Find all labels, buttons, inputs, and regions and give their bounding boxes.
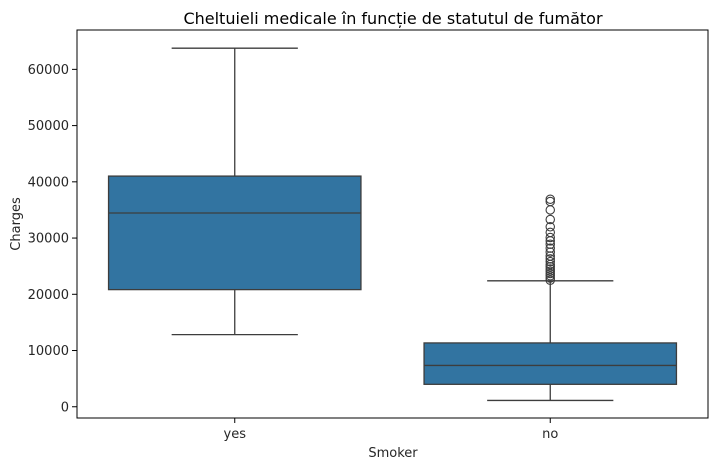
x-tick-label-no: no — [542, 427, 558, 442]
outlier-point — [545, 266, 555, 276]
outlier-point — [545, 227, 555, 238]
x-tick-label-yes: yes — [224, 427, 247, 442]
y-axis-label: Charges — [9, 197, 24, 251]
box-iqr — [107, 175, 362, 291]
box-iqr — [423, 342, 678, 385]
axes-frame — [76, 29, 709, 419]
y-tick-label: 50000 — [28, 119, 69, 134]
outlier-point — [545, 232, 555, 243]
outlier-point — [545, 275, 555, 285]
box-group-no — [423, 194, 678, 402]
outlier-point — [545, 214, 555, 225]
outlier-point — [545, 268, 555, 279]
plot-area — [107, 47, 678, 402]
outlier-point — [545, 270, 555, 281]
outlier-point — [545, 273, 555, 283]
outlier-point — [545, 239, 555, 249]
y-tick-label: 60000 — [28, 63, 69, 78]
outlier-point — [545, 196, 555, 207]
chart-title: Cheltuieli medicale în funcție de statut… — [183, 9, 602, 28]
x-axis: yes no — [224, 418, 558, 442]
box-group-yes — [107, 47, 362, 336]
outlier-point — [545, 264, 555, 274]
x-axis-label: Smoker — [368, 446, 418, 461]
y-axis: 0 10000 20000 30000 40000 50000 60000 — [28, 63, 77, 415]
y-tick-label: 20000 — [28, 288, 69, 303]
y-tick-label: 30000 — [28, 232, 69, 247]
outlier-point — [545, 222, 555, 232]
outlier-point — [545, 254, 555, 264]
y-tick-label: 0 — [61, 400, 69, 415]
outlier-point — [545, 243, 555, 253]
outlier-point — [545, 256, 555, 267]
outlier-point — [545, 194, 555, 205]
y-tick-label: 40000 — [28, 175, 69, 190]
y-tick-label: 10000 — [28, 344, 69, 359]
outlier-point — [545, 205, 555, 215]
